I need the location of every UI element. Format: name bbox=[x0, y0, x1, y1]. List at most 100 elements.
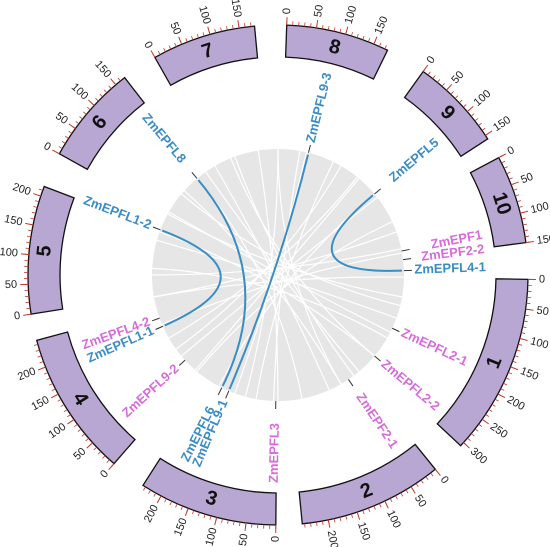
major-tick bbox=[88, 99, 95, 106]
major-tick bbox=[373, 36, 378, 45]
tick-label: 100 bbox=[69, 81, 91, 102]
minor-tick bbox=[379, 503, 382, 508]
tick-label: 150 bbox=[372, 15, 390, 37]
gene-connector bbox=[307, 144, 311, 153]
minor-tick bbox=[185, 38, 188, 43]
minor-tick bbox=[37, 355, 42, 358]
gene-connector bbox=[191, 172, 198, 179]
minor-tick bbox=[35, 200, 40, 203]
minor-tick bbox=[106, 459, 110, 463]
minor-tick bbox=[83, 111, 87, 115]
minor-tick bbox=[48, 383, 53, 386]
minor-tick bbox=[458, 99, 463, 104]
minor-tick bbox=[316, 521, 318, 527]
tick-label: 150 bbox=[491, 114, 513, 134]
tick-label: 50 bbox=[519, 171, 535, 187]
gene-connector bbox=[374, 355, 381, 362]
minor-tick bbox=[427, 71, 431, 76]
minor-tick bbox=[454, 95, 459, 99]
major-tick bbox=[463, 442, 470, 449]
tick-label: 0 bbox=[270, 536, 282, 542]
minor-tick bbox=[197, 512, 200, 517]
minor-tick bbox=[57, 398, 62, 402]
chromosome bbox=[142, 457, 277, 526]
minor-tick bbox=[175, 503, 178, 508]
major-tick bbox=[108, 463, 115, 471]
minor-tick bbox=[65, 135, 69, 139]
chromosome bbox=[27, 185, 75, 315]
background-gap bbox=[234, 156, 355, 376]
tick-label: 50 bbox=[5, 279, 18, 291]
chromosome bbox=[154, 25, 259, 87]
tick-label: 150 bbox=[29, 394, 51, 413]
gene-connector bbox=[151, 317, 160, 322]
minor-tick bbox=[512, 360, 517, 363]
minor-tick bbox=[46, 377, 51, 381]
minor-tick bbox=[75, 121, 80, 125]
minor-tick bbox=[494, 398, 499, 402]
minor-tick bbox=[310, 522, 312, 527]
minor-tick bbox=[471, 433, 475, 437]
major-tick bbox=[50, 393, 59, 399]
minor-tick bbox=[522, 223, 527, 226]
gene-link bbox=[161, 229, 222, 327]
minor-tick bbox=[310, 23, 312, 28]
chromosome-label: 8 bbox=[327, 35, 343, 59]
minor-tick bbox=[97, 451, 102, 455]
tick-label: 200 bbox=[325, 529, 340, 547]
minor-tick bbox=[180, 505, 184, 510]
minor-tick bbox=[221, 518, 223, 523]
minor-tick bbox=[367, 38, 371, 43]
background-gap bbox=[181, 193, 401, 307]
major-tick bbox=[356, 511, 361, 520]
tick-label: 50 bbox=[53, 110, 70, 127]
major-tick bbox=[150, 50, 156, 58]
minor-tick bbox=[524, 235, 530, 238]
minor-tick bbox=[43, 372, 48, 375]
gene-link bbox=[330, 194, 402, 272]
minor-tick bbox=[148, 489, 151, 494]
background-gap bbox=[175, 165, 342, 350]
minor-tick bbox=[333, 27, 336, 32]
minor-tick bbox=[163, 48, 166, 52]
minor-tick bbox=[103, 89, 108, 94]
tick-label: 100 bbox=[529, 200, 550, 216]
major-tick bbox=[20, 253, 29, 256]
tick-label: 150 bbox=[172, 516, 190, 537]
minor-tick bbox=[174, 42, 177, 47]
major-tick bbox=[68, 123, 76, 129]
minor-tick bbox=[478, 122, 482, 126]
gene-label: ZmEPFL2-1 bbox=[399, 325, 470, 369]
tick-label: 150 bbox=[3, 213, 23, 228]
minor-tick bbox=[373, 505, 376, 510]
tick-label: 50 bbox=[449, 69, 466, 86]
minor-tick bbox=[491, 403, 496, 407]
minor-tick bbox=[26, 235, 32, 238]
minor-tick bbox=[500, 388, 505, 391]
minor-tick bbox=[239, 522, 241, 527]
tick-label: 150 bbox=[519, 365, 540, 383]
minor-tick bbox=[513, 188, 518, 191]
minor-tick bbox=[74, 423, 78, 428]
minor-tick bbox=[474, 428, 479, 432]
background-gap bbox=[244, 148, 279, 397]
major-tick bbox=[244, 522, 247, 531]
minor-tick bbox=[470, 113, 475, 117]
minor-tick bbox=[356, 33, 359, 38]
minor-tick bbox=[467, 437, 471, 442]
minor-tick bbox=[322, 520, 324, 526]
major-tick bbox=[237, 20, 240, 29]
major-tick bbox=[214, 517, 218, 526]
tick-label: 50 bbox=[71, 446, 88, 463]
tick-label: 100 bbox=[384, 508, 403, 530]
minor-tick bbox=[244, 23, 246, 28]
minor-tick bbox=[362, 510, 365, 515]
tick-label: 100 bbox=[472, 88, 494, 109]
minor-tick bbox=[351, 32, 353, 37]
gene-connector bbox=[348, 379, 354, 387]
minor-tick bbox=[87, 106, 91, 111]
major-tick bbox=[345, 26, 349, 35]
tick-label: 200 bbox=[11, 181, 32, 198]
chromosome bbox=[436, 278, 529, 447]
tick-label: 0 bbox=[281, 8, 293, 15]
